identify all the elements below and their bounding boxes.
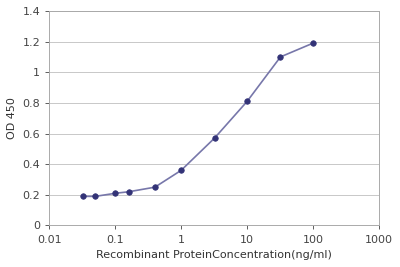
- X-axis label: Recombinant ProteinConcentration(ng/ml): Recombinant ProteinConcentration(ng/ml): [96, 250, 332, 260]
- Y-axis label: OD 450: OD 450: [7, 97, 17, 139]
